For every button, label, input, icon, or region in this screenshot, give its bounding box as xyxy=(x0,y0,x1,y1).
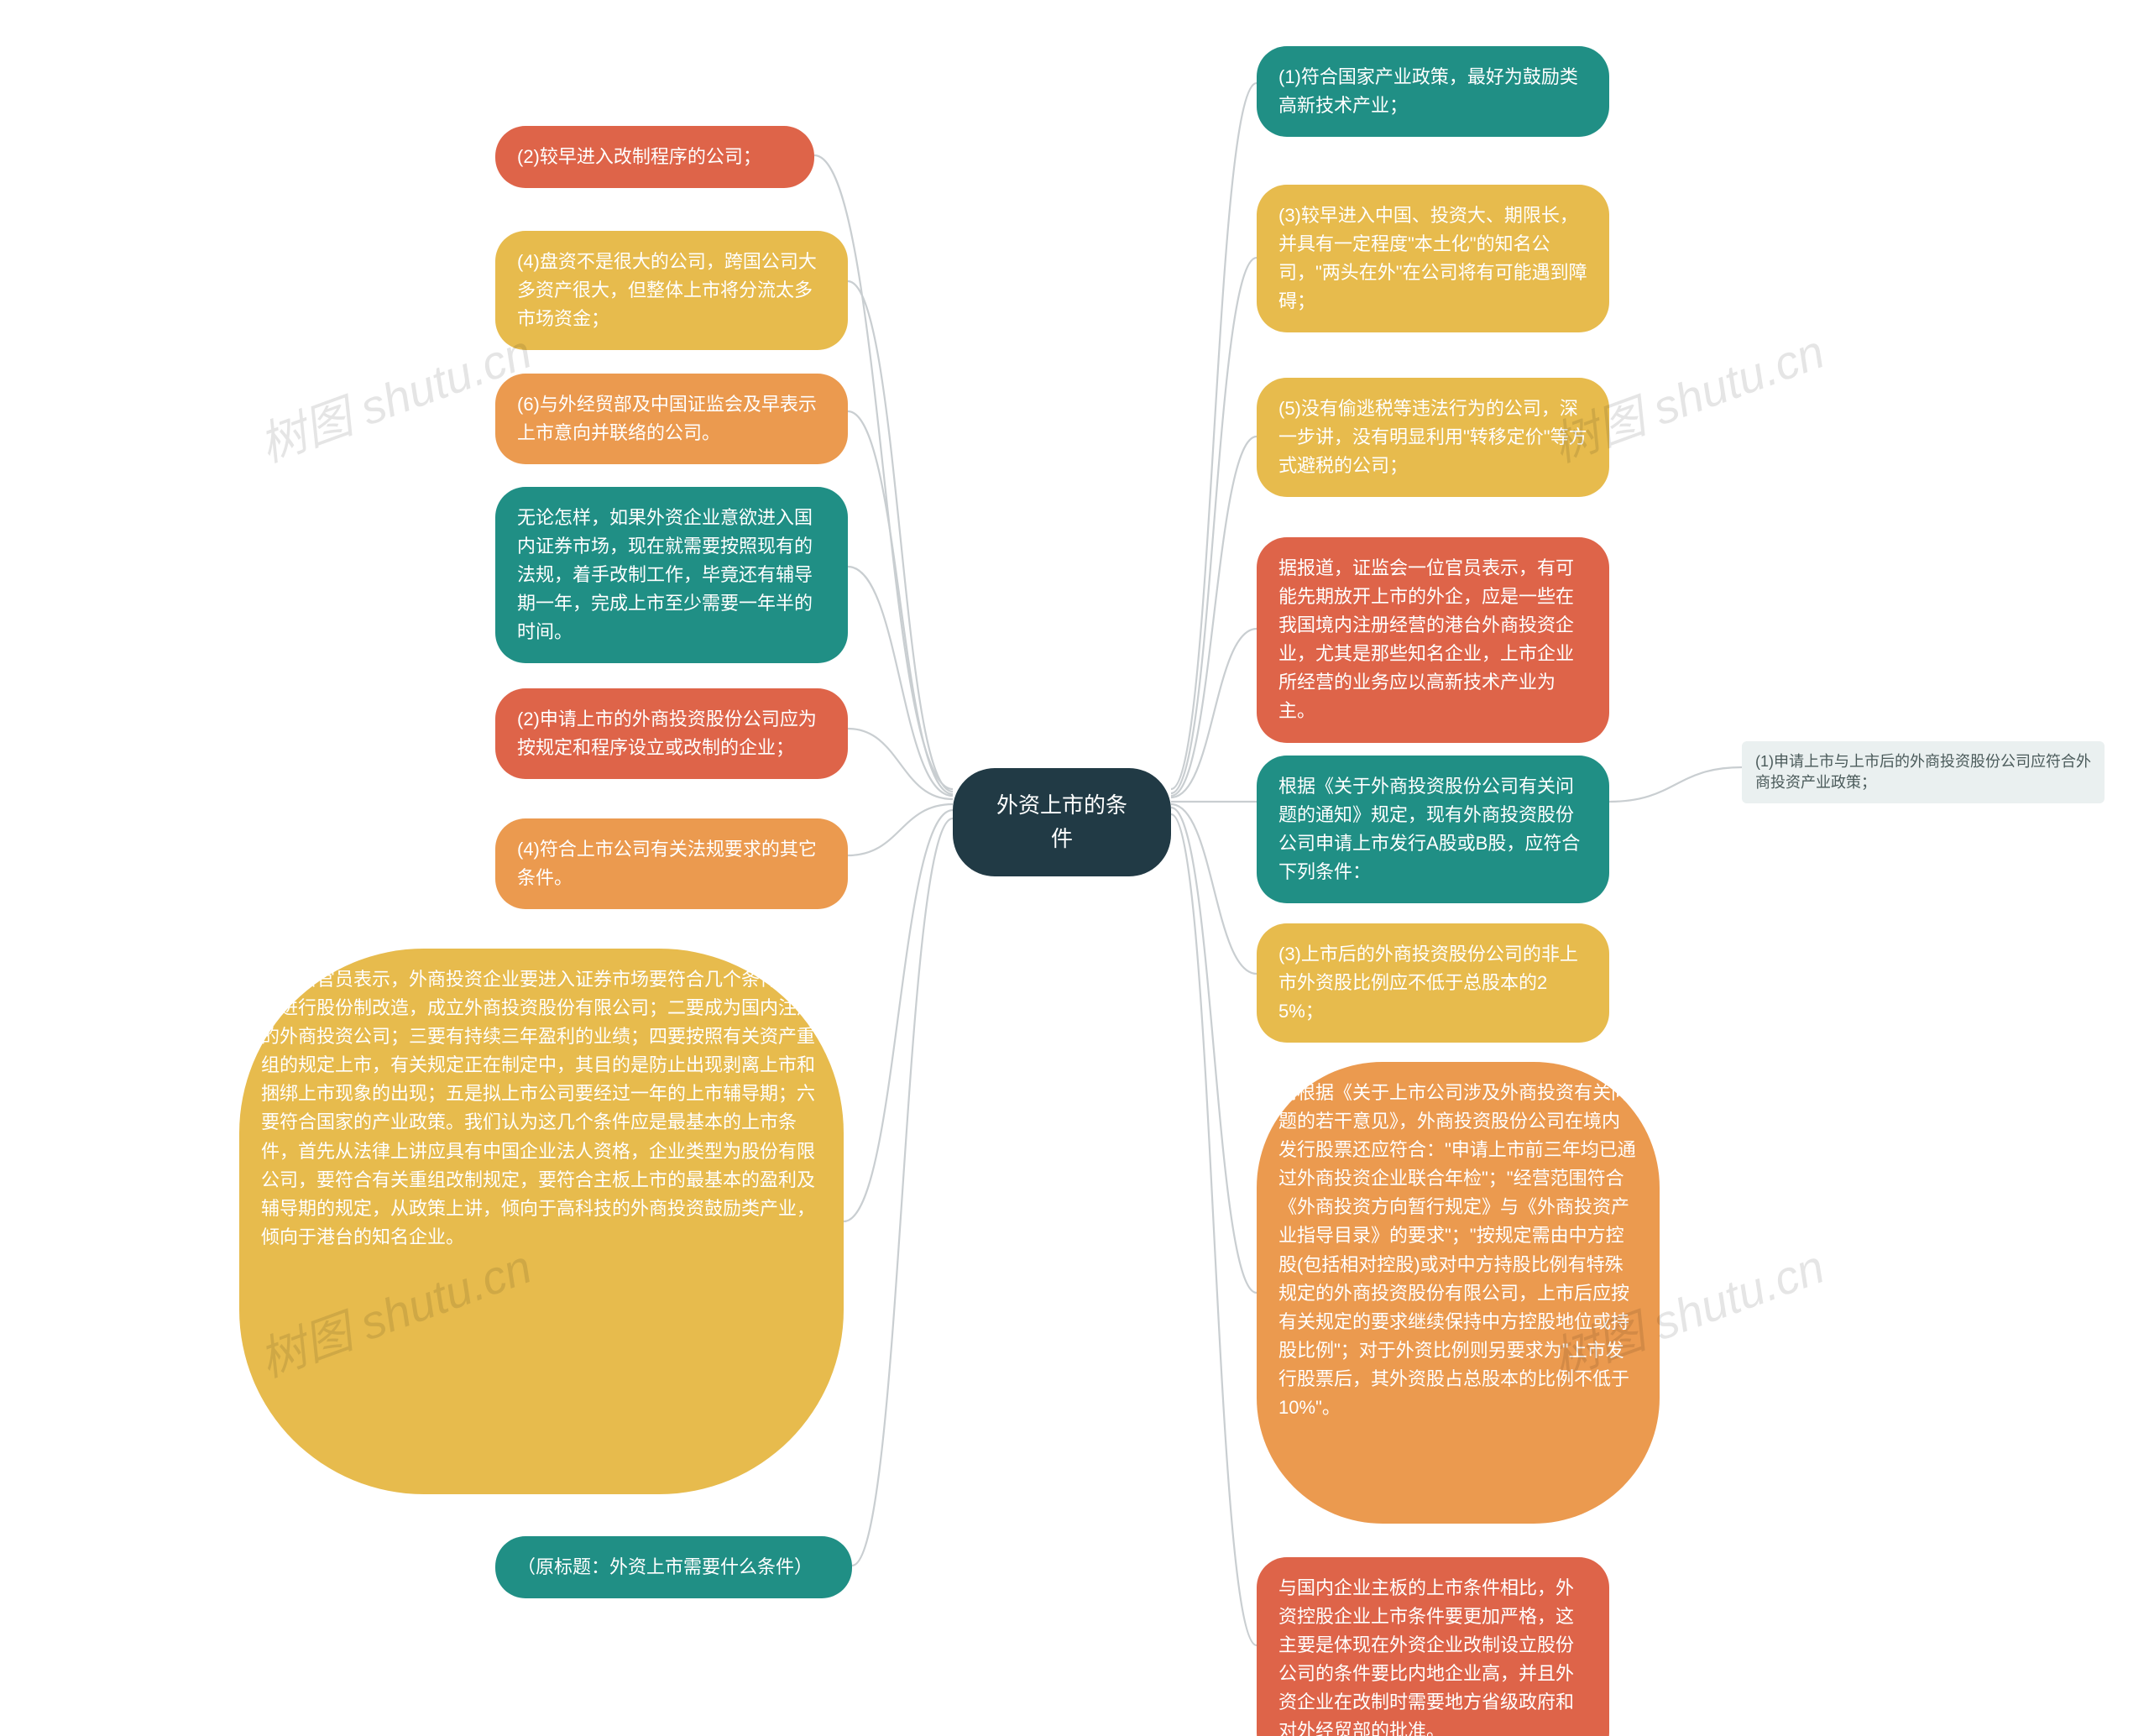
mindmap-node-l_big_yellow: 证监会官员表示，外商投资企业要进入证券市场要符合几个条件：一要进行股份制改造，成… xyxy=(239,949,844,1494)
sub-node-sub1: (1)申请上市与上市后的外商投资股份公司应符合外商投资产业政策； xyxy=(1742,741,2105,803)
mindmap-node-r3: (3)较早进入中国、投资大、期限长，并具有一定程度"本土化"的知名公司，"两头在… xyxy=(1257,185,1609,332)
mindmap-node-l_advice: 无论怎样，如果外资企业意欲进入国内证券市场，现在就需要按照现有的法规，着手改制工… xyxy=(495,487,848,663)
mindmap-node-r_report: 据报道，证监会一位官员表示，有可能先期放开上市的外企，应是一些在我国境内注册经营… xyxy=(1257,537,1609,743)
mindmap-node-r5: (5)没有偷逃税等违法行为的公司，深一步讲，没有明显利用"转移定价"等方式避税的… xyxy=(1257,378,1609,497)
mindmap-node-l_other4: (4)符合上市公司有关法规要求的其它条件。 xyxy=(495,818,848,909)
root-node: 外资上市的条件 xyxy=(953,768,1171,876)
mindmap-node-l_apply2: (2)申请上市的外商投资股份公司应为按规定和程序设立或改制的企业； xyxy=(495,688,848,779)
mindmap-node-l_origin: （原标题：外资上市需要什么条件） xyxy=(495,1536,852,1598)
mindmap-node-l2: (2)较早进入改制程序的公司； xyxy=(495,126,814,188)
mindmap-node-r_rules: 根据《关于外商投资股份公司有关问题的通知》规定，现有外商投资股份公司申请上市发行… xyxy=(1257,756,1609,903)
mindmap-node-l6: (6)与外经贸部及中国证监会及早表示上市意向并联络的公司。 xyxy=(495,374,848,464)
mindmap-node-r_25: (3)上市后的外商投资股份公司的非上市外资股比例应不低于总股本的25%； xyxy=(1257,923,1609,1043)
mindmap-node-r_big_orange: 而根据《关于上市公司涉及外商投资有关问题的若干意见》，外商投资股份公司在境内发行… xyxy=(1257,1062,1660,1524)
mindmap-node-l4: (4)盘资不是很大的公司，跨国公司大多资产很大，但整体上市将分流太多市场资金； xyxy=(495,231,848,350)
mindmap-node-r1: (1)符合国家产业政策，最好为鼓励类高新技术产业； xyxy=(1257,46,1609,137)
mindmap-node-r_compare: 与国内企业主板的上市条件相比，外资控股企业上市条件要更加严格，这主要是体现在外资… xyxy=(1257,1557,1609,1736)
